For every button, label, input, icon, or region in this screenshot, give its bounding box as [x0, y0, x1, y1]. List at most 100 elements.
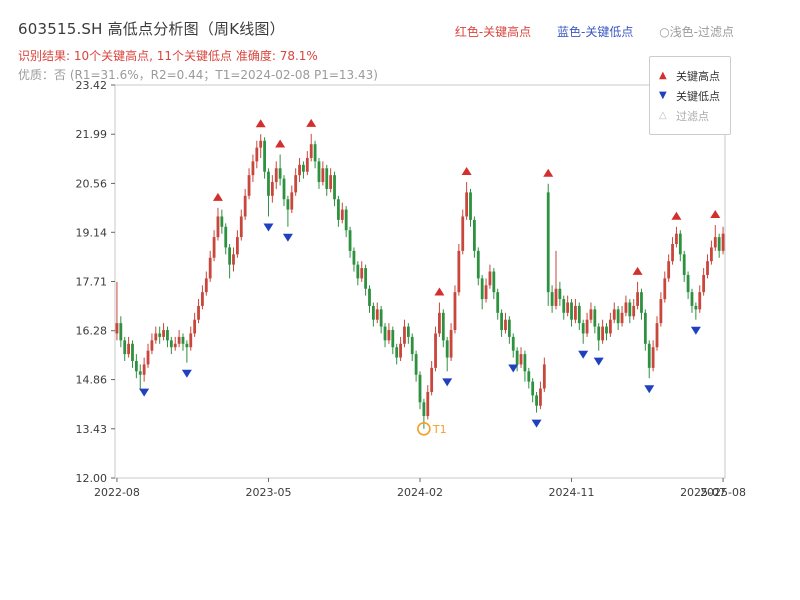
candle-up	[542, 364, 546, 389]
candle-up	[309, 144, 313, 158]
candle-up	[434, 333, 437, 368]
candle-down	[570, 302, 573, 320]
candle-down	[678, 233, 682, 255]
candle-down	[422, 402, 426, 417]
candle-up	[251, 161, 255, 176]
candle-down	[690, 292, 694, 306]
candle-down	[643, 312, 647, 344]
candle-up	[340, 209, 344, 220]
candle-down	[395, 347, 399, 358]
candle-down	[410, 336, 414, 355]
chart-title: 603515.SH 高低点分析图（周K线图）	[18, 20, 285, 38]
candle-up	[663, 278, 667, 300]
candle-down	[391, 330, 395, 348]
candle-down	[344, 209, 348, 231]
t1-label: T1	[432, 423, 447, 436]
y-tick-label: 23.42	[76, 79, 108, 92]
candle-up	[698, 292, 702, 310]
candle-down	[577, 305, 581, 324]
candle-up	[702, 274, 706, 293]
candle-down	[717, 237, 721, 251]
candle-down	[414, 354, 418, 375]
candle-up	[426, 391, 430, 417]
candle-up	[601, 326, 605, 341]
candle-up	[162, 330, 165, 337]
legend-item-key-high: ▲ 关键高点	[659, 68, 720, 84]
candle-down	[181, 336, 185, 344]
candle-down	[441, 312, 445, 341]
candle-down	[647, 343, 651, 368]
key-high-marker	[710, 210, 721, 219]
candle-down	[383, 326, 387, 341]
candle-up	[438, 312, 441, 334]
x-tick-label: 2025-08	[700, 486, 746, 499]
candle-up	[255, 147, 259, 162]
candle-down	[492, 271, 496, 293]
key-high-marker	[434, 287, 445, 296]
key-low-marker	[508, 364, 519, 373]
candle-down	[531, 381, 535, 396]
candle-down	[220, 216, 224, 227]
candle-up	[608, 319, 612, 334]
candle-down	[364, 268, 368, 289]
candle-up	[484, 285, 488, 300]
candle-down	[472, 219, 476, 251]
candle-up	[290, 192, 294, 210]
candle-down	[325, 168, 329, 189]
candle-down	[593, 309, 597, 327]
candle-up	[624, 302, 628, 313]
candle-up	[235, 237, 239, 255]
candle-down	[119, 323, 123, 341]
candle-up	[232, 254, 235, 265]
candle-up	[612, 309, 616, 320]
key-low-marker	[263, 223, 274, 232]
y-tick-label: 17.71	[76, 276, 108, 289]
candle-down	[511, 336, 515, 351]
candle-up	[659, 299, 663, 324]
candle-down	[371, 305, 375, 320]
candle-down	[131, 343, 134, 361]
candle-down	[337, 199, 340, 220]
inline-legend: 红色-关键高点 蓝色-关键低点 ○浅色-过滤点	[455, 23, 734, 40]
candle-up	[243, 195, 247, 217]
filtered-triangle-icon: △	[659, 110, 667, 121]
candle-down	[500, 312, 503, 331]
key-low-marker	[644, 385, 655, 394]
candle-up	[259, 140, 263, 148]
candle-down	[507, 319, 511, 337]
candle-up	[142, 364, 146, 375]
y-tick-label: 19.14	[76, 226, 108, 239]
candle-up	[457, 250, 461, 293]
key-low-marker	[578, 350, 589, 359]
candle-up	[461, 216, 465, 251]
key-high-marker	[543, 168, 554, 177]
candle-down	[605, 326, 608, 334]
candle-up	[488, 271, 492, 286]
candle-down	[224, 226, 228, 248]
candle-up	[504, 319, 507, 331]
inline-legend-key-low: 蓝色-关键低点	[557, 25, 634, 39]
candle-up	[713, 237, 717, 248]
candle-down	[694, 305, 698, 310]
candle-down	[278, 168, 282, 179]
key-low-marker	[531, 419, 542, 428]
candle-down	[267, 171, 270, 196]
candle-up	[632, 305, 636, 317]
candle-down	[123, 340, 127, 355]
candle-up	[298, 164, 301, 176]
x-tick-label: 2024-02	[397, 486, 443, 499]
key-high-marker	[632, 266, 643, 275]
key-low-marker	[593, 357, 604, 366]
candle-up	[193, 319, 197, 334]
legend-label-filtered: 过滤点	[676, 110, 709, 123]
x-tick-label: 2023-05	[245, 486, 291, 499]
candle-up	[721, 233, 725, 251]
candle-up	[706, 261, 709, 275]
candle-down	[313, 144, 317, 162]
key-high-marker	[255, 119, 266, 128]
t1-circle-marker	[417, 421, 431, 436]
key-high-marker	[212, 192, 223, 201]
candle-up	[399, 343, 402, 358]
candle-up	[216, 216, 220, 238]
legend-item-key-low: ▼ 关键低点	[659, 88, 720, 104]
